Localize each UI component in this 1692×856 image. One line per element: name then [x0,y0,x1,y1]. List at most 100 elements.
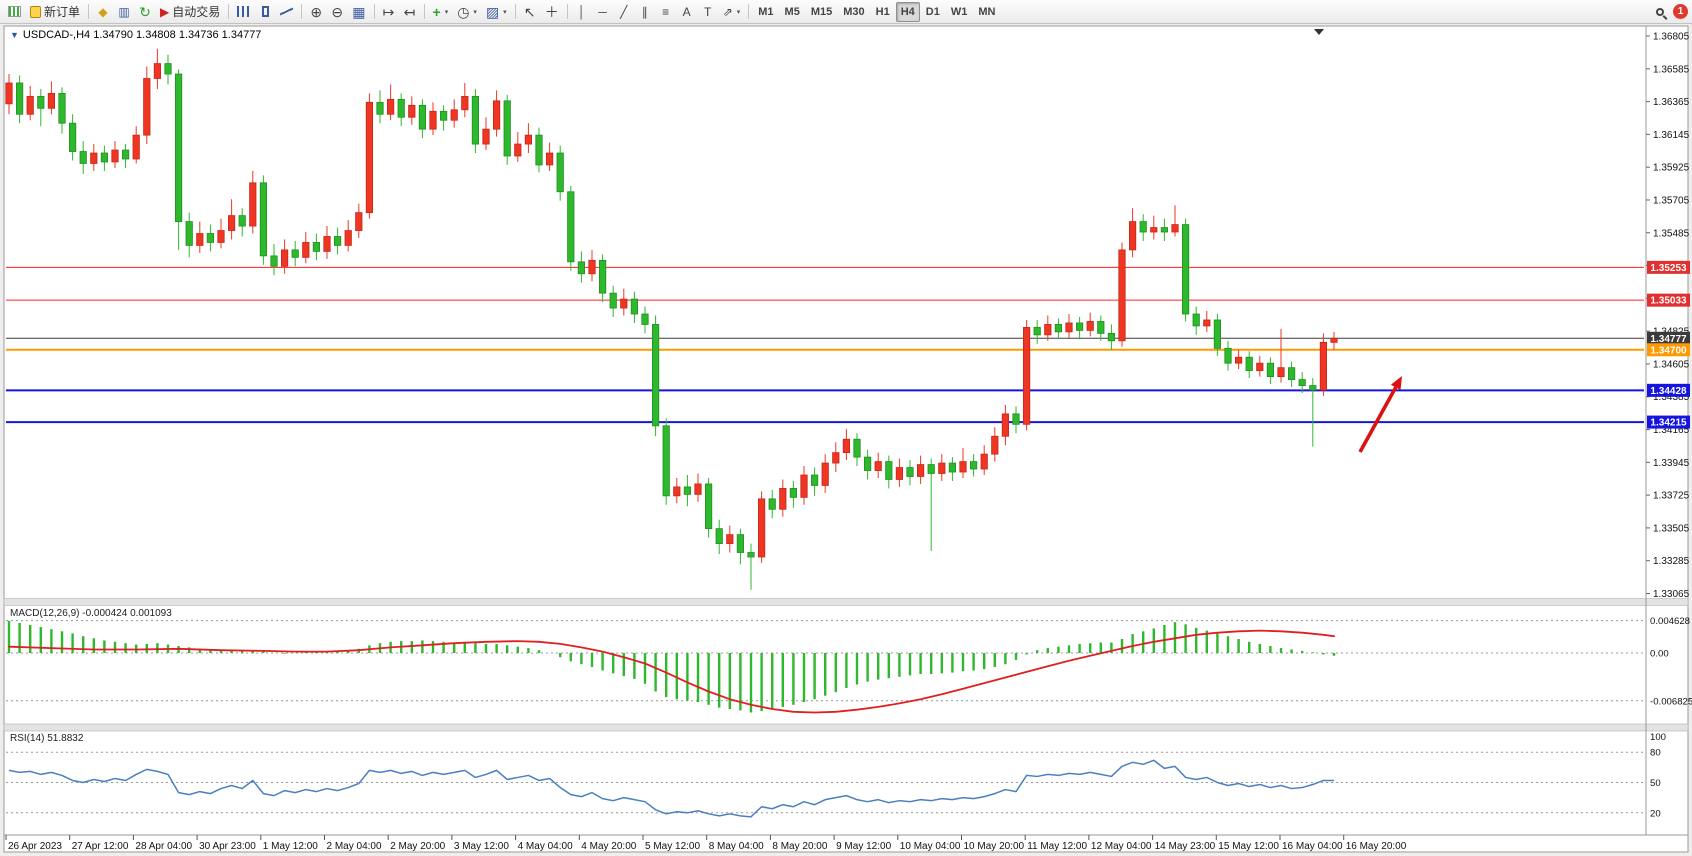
crosshair-icon: ＋ [544,3,559,20]
candlestick-icon [261,6,269,17]
time-axis-label: 2 May 20:00 [390,841,445,852]
price-tick-label: 1.33505 [1653,523,1690,534]
annotation-arrow[interactable] [1358,386,1398,453]
candle-body [588,259,596,275]
horizontal-line-button[interactable]: ─ [593,2,613,22]
candle-body [747,552,755,558]
candlestick-button[interactable] [255,2,275,22]
candle-body [853,438,861,458]
macd-tick-label: 0.004628 [1650,616,1690,627]
timeframe-m30-button[interactable]: M30 [838,2,869,22]
candle-body [312,242,321,252]
market-watch-button[interactable]: ◆ [93,2,113,22]
candle-body [132,134,140,160]
candle-body [111,149,119,163]
zoom-out-button[interactable]: ⊖ [327,2,347,22]
candle-body [227,215,236,231]
candle-body [630,298,639,315]
candle-body [694,483,702,495]
auto-scroll-button[interactable]: ↦ [379,2,399,22]
channel-button[interactable]: ∥ [635,2,655,22]
indicators-icon: + [432,3,441,20]
crosshair-button[interactable]: ＋ [541,2,563,22]
price-tick-label: 1.34165 [1653,425,1690,436]
vertical-line-button[interactable]: │ [572,2,592,22]
candle-body [164,63,172,75]
candle-body [450,109,458,121]
candle-body [556,152,564,193]
text-label-button[interactable]: T [698,2,718,22]
price-tick-label: 1.34385 [1653,392,1690,403]
line-chart-button[interactable] [276,2,297,22]
chart-shift-marker[interactable] [1314,29,1324,35]
profiles-icon: ▥ [118,4,130,19]
price-tick-label: 1.36805 [1653,32,1690,43]
trendline-icon: ╱ [620,4,628,19]
new-order-icon [30,5,41,18]
candle-body [1001,413,1010,437]
zoom-in-button[interactable]: ⊕ [306,2,326,22]
time-axis-label: 14 May 23:00 [1155,841,1216,852]
indicators-button[interactable]: + ▾ [429,2,453,22]
candle-body [1192,313,1200,327]
chevron-down-icon: ▾ [736,8,741,16]
candle-body [1065,322,1073,333]
candle-body [100,152,108,163]
candle-body [927,464,935,474]
auto-trading-button[interactable]: ▶ 自动交易 [156,2,224,22]
price-axis[interactable] [1646,26,1692,832]
arrows-tool-button[interactable]: ⇗ ▾ [719,2,745,22]
timeframe-h1-button[interactable]: H1 [871,2,895,22]
horizontal-line-icon: ─ [598,4,607,19]
candle-body [1086,321,1094,331]
tile-windows-button[interactable]: ▦ [348,2,369,22]
cursor-button[interactable]: ↖ [520,2,540,22]
time-axis-label: 8 May 04:00 [709,841,764,852]
bar-chart-button[interactable] [233,2,254,22]
candle-body [323,236,331,252]
timeframe-mn-button[interactable]: MN [973,2,1000,22]
candle-body [1023,327,1031,425]
search-icon [1656,7,1664,16]
cursor-icon: ↖ [523,3,536,20]
candle-body [736,534,745,553]
timeframe-d1-button[interactable]: D1 [921,2,945,22]
candle-body [874,461,882,471]
timeframe-m5-button[interactable]: M5 [780,2,805,22]
price-tick-label: 1.35925 [1653,163,1690,174]
toolbar-separator [566,4,568,19]
time-axis[interactable] [0,835,1646,853]
new-order-button[interactable]: 新订单 [26,2,84,22]
trendline-button[interactable]: ╱ [614,2,634,22]
rsi-tick-label: 20 [1650,808,1661,819]
notification-badge[interactable]: 1 [1673,4,1688,19]
search-button[interactable] [1650,2,1670,22]
templates-button[interactable]: ▨ ▾ [482,2,511,22]
chart-shift-button[interactable]: ↤ [400,2,420,22]
time-axis-label: 16 May 04:00 [1282,841,1343,852]
candle-body [69,122,77,152]
new-chart-button[interactable] [4,2,25,22]
time-axis-label: 2 May 04:00 [327,841,382,852]
candle-body [47,92,56,109]
annotation-arrow-head [1390,376,1402,391]
toolbar-separator [514,4,516,19]
candle-body [439,110,448,121]
candle-body [1171,224,1179,233]
timeframe-m1-button[interactable]: M1 [753,2,778,22]
toolbar-separator [88,4,90,19]
candle-body [291,249,299,258]
time-axis-label: 5 May 12:00 [645,841,700,852]
pane-splitter[interactable] [3,723,1689,732]
auto-trading-icon: ▶ [160,4,170,19]
periods-button[interactable]: ◷ ▾ [453,2,481,22]
profiles-button[interactable]: ▥ [114,2,134,22]
refresh-button[interactable]: ↻ [135,2,155,22]
timeframe-w1-button[interactable]: W1 [946,2,973,22]
pane-splitter[interactable] [3,598,1689,606]
text-button[interactable]: A [677,2,697,22]
fibonacci-button[interactable]: ≡ [656,2,676,22]
timeframe-m15-button[interactable]: M15 [806,2,837,22]
timeframe-h4-button[interactable]: H4 [895,1,920,22]
